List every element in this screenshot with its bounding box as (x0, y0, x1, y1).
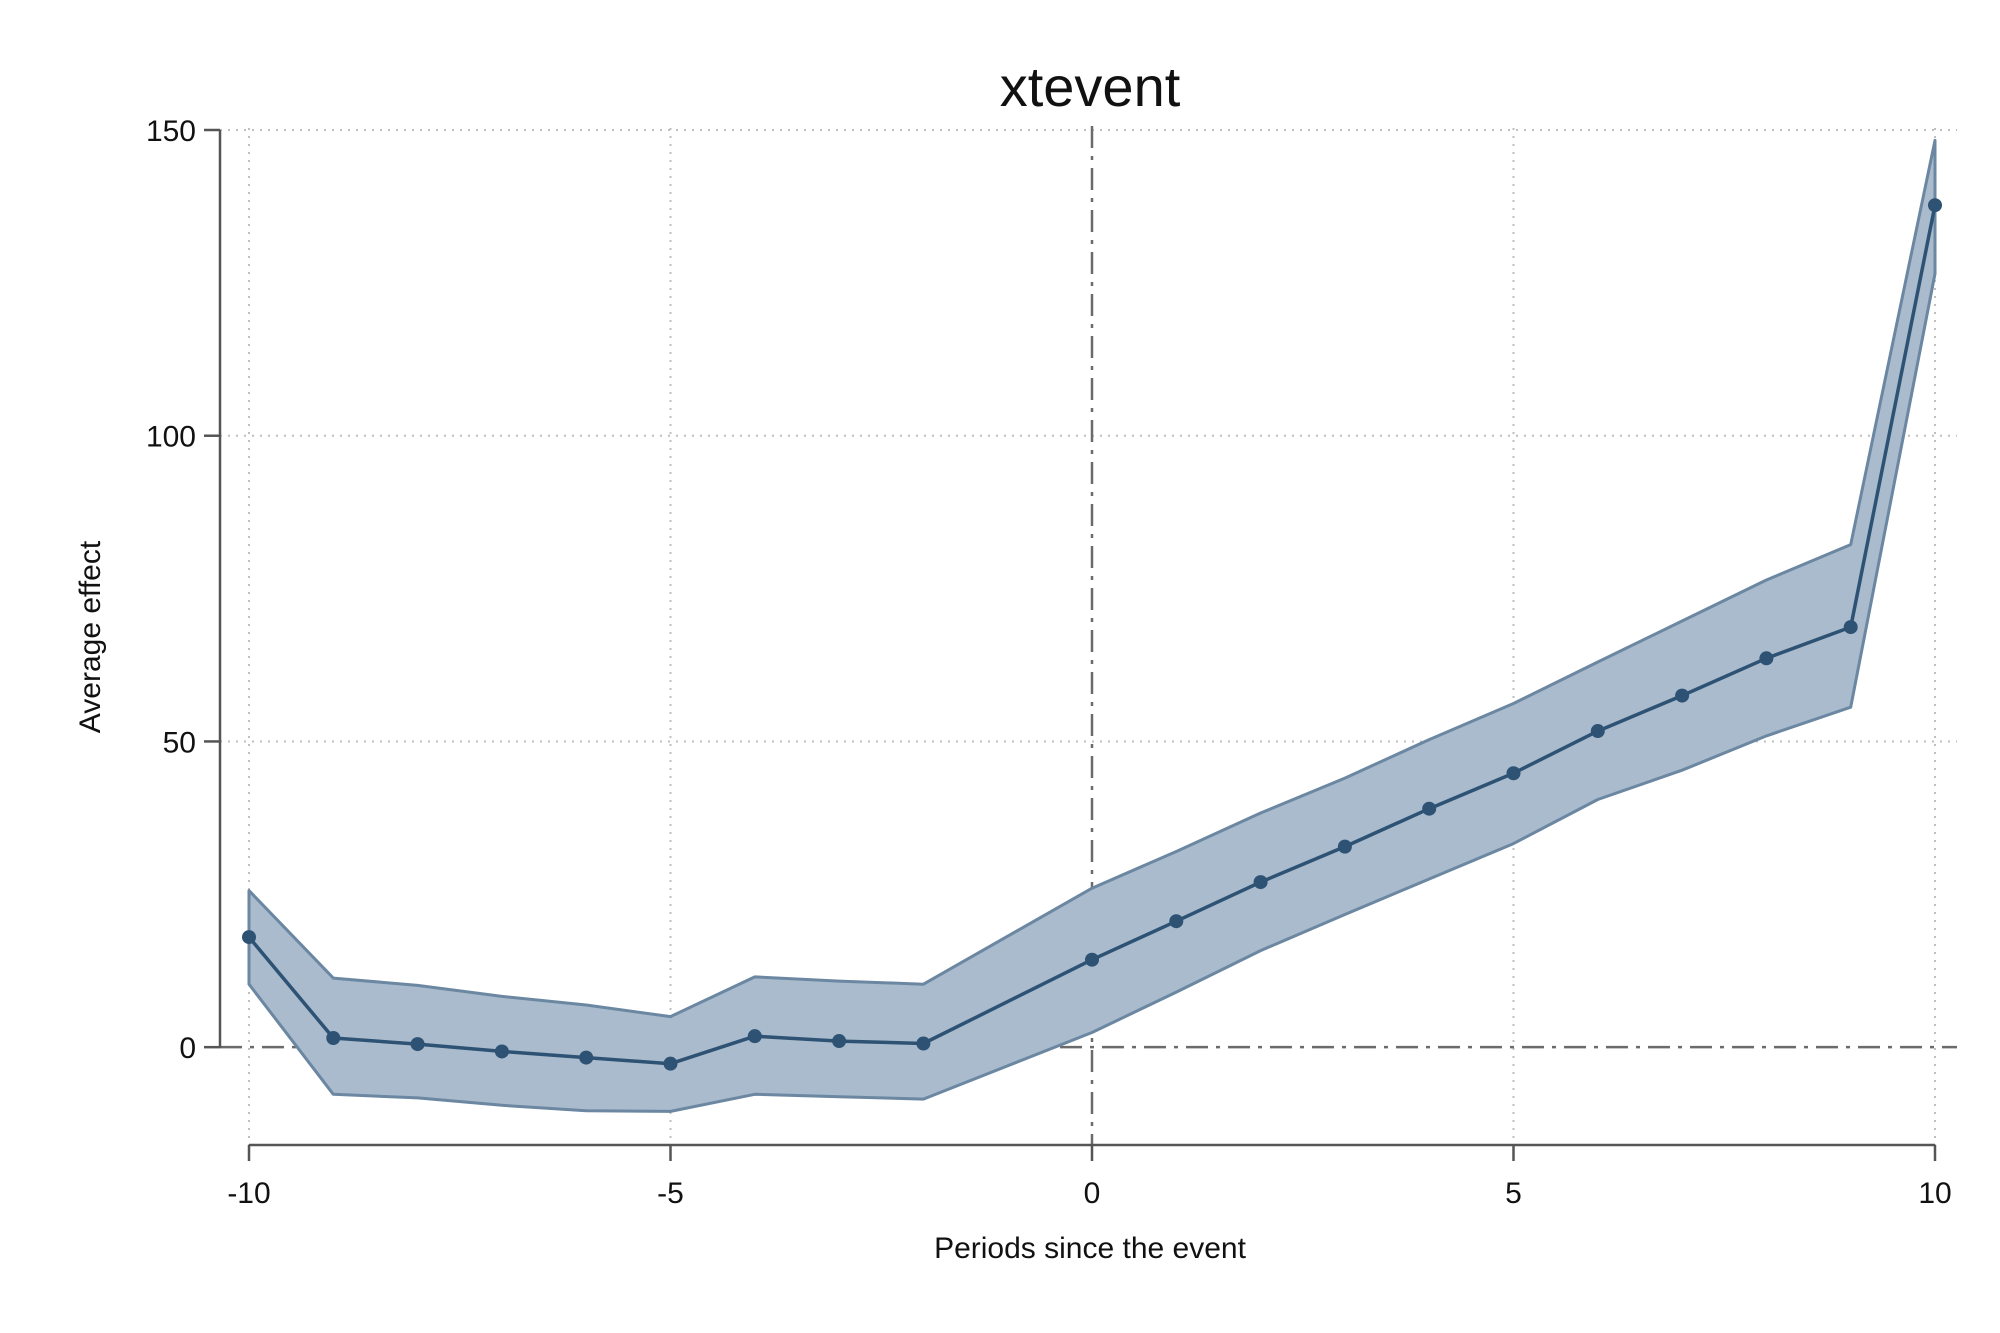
data-point (1675, 688, 1690, 703)
x-axis-label: Periods since the event (934, 1232, 1247, 1265)
data-point (747, 1029, 762, 1044)
data-point (242, 930, 256, 945)
data-point (1590, 724, 1605, 739)
data-point (1422, 801, 1437, 816)
data-point (1843, 620, 1858, 635)
data-point (916, 1036, 931, 1051)
data-point (663, 1056, 678, 1071)
data-point (1759, 651, 1774, 666)
data-point (579, 1050, 594, 1065)
data-point (1506, 766, 1521, 781)
data-point (410, 1037, 425, 1052)
data-point (1337, 839, 1352, 854)
y-tick-label: 50 (163, 726, 196, 759)
y-axis-label: Average effect (74, 540, 107, 733)
axes-layer: 0 50 100 150 -10 -5 0 5 10 (146, 115, 1952, 1210)
x-tick-label: 0 (1084, 1177, 1101, 1210)
data-point (1253, 875, 1268, 890)
data-point (1928, 198, 1942, 213)
data-point (494, 1044, 509, 1059)
y-tick-label: 150 (146, 115, 196, 148)
x-tick-label: -5 (657, 1177, 684, 1210)
x-tick-label: -10 (227, 1177, 270, 1210)
data-point (832, 1034, 847, 1049)
series-layer (242, 198, 1942, 1071)
data-point (326, 1030, 341, 1045)
grid-layer (220, 128, 1957, 1145)
confidence-band (247, 138, 1937, 1113)
series-line (247, 204, 1937, 1066)
y-tick-label: 100 (146, 421, 196, 454)
chart-title: xtevent (1000, 55, 1181, 118)
x-tick-label: 10 (1918, 1177, 1951, 1210)
confidence-band-layer (247, 138, 1937, 1113)
data-point (1169, 914, 1184, 929)
y-tick-label: 0 (179, 1032, 196, 1065)
x-tick-label: 5 (1505, 1177, 1522, 1210)
data-point (1085, 952, 1099, 967)
